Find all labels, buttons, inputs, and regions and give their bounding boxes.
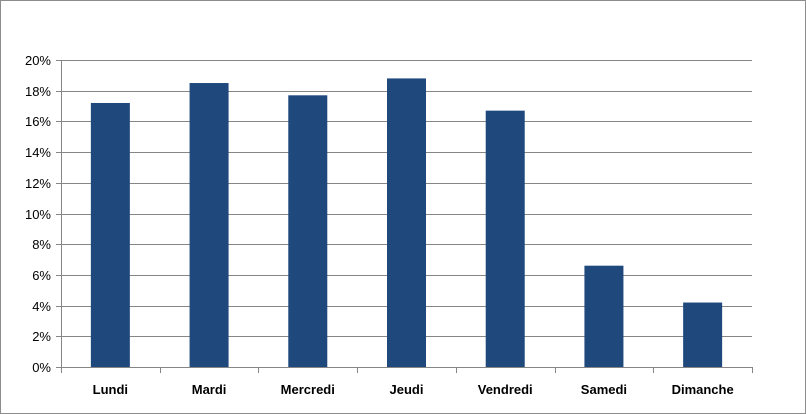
- y-tick-label: 18%: [25, 84, 51, 99]
- bar-mardi: [189, 83, 229, 368]
- x-tick-label: Vendredi: [478, 382, 533, 397]
- y-tick-labels: 0% 2% 4% 6% 8% 10% 12% 14% 16% 18% 20%: [25, 53, 51, 375]
- bar-mercredi: [288, 95, 328, 368]
- axes: [56, 60, 753, 373]
- bar-dimanche: [683, 302, 723, 367]
- x-tick-label: Jeudi: [390, 382, 424, 397]
- y-tick-label: 12%: [25, 176, 51, 191]
- x-tick-label: Samedi: [581, 382, 627, 397]
- x-tick-labels: Lundi Mardi Mercredi Jeudi Vendredi Samedi Dim…: [93, 382, 734, 397]
- bars: [90, 78, 723, 368]
- y-tick-label: 14%: [25, 145, 51, 160]
- bar-vendredi: [485, 110, 525, 367]
- bar-samedi: [584, 265, 624, 367]
- y-tick-label: 2%: [32, 329, 51, 344]
- y-tick-label: 8%: [32, 237, 51, 252]
- y-tick-label: 20%: [25, 53, 51, 68]
- bar-lundi: [90, 102, 130, 367]
- bar-jeudi: [387, 78, 426, 368]
- y-tick-label: 0%: [32, 360, 51, 375]
- y-tick-label: 10%: [25, 207, 51, 222]
- x-tick-label: Lundi: [93, 382, 128, 397]
- x-tick-label: Mercredi: [281, 382, 335, 397]
- y-tick-label: 6%: [32, 268, 51, 283]
- y-tick-label: 4%: [32, 299, 51, 314]
- y-tick-label: 16%: [25, 114, 51, 129]
- x-tick-label: Mardi: [192, 382, 227, 397]
- x-tick-label: Dimanche: [672, 382, 734, 397]
